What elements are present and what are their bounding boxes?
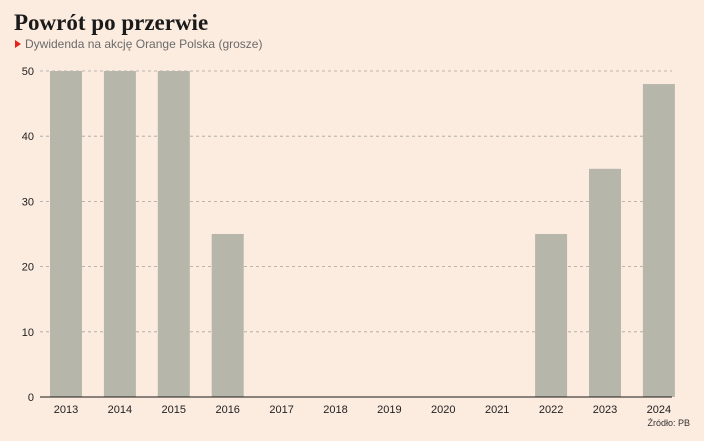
subtitle-row: Dywidenda na akcję Orange Polska (grosze…: [15, 37, 262, 51]
x-tick-label-2021: 2021: [485, 404, 509, 416]
x-tick-label-2019: 2019: [377, 404, 401, 416]
y-tick-label-20: 20: [22, 262, 34, 274]
y-tick-label-40: 40: [22, 131, 34, 143]
x-tick-label-2020: 2020: [431, 404, 455, 416]
chart-subtitle: Dywidenda na akcję Orange Polska (grosze…: [25, 37, 263, 51]
x-tick-label-2014: 2014: [108, 404, 132, 416]
bar-2013: [50, 71, 82, 397]
y-tick-label-10: 10: [22, 327, 34, 339]
y-tick-label-0: 0: [28, 392, 34, 404]
bar-2014: [103, 71, 136, 397]
bar-2024: [642, 84, 675, 397]
bar-2015: [157, 71, 190, 397]
chart-title: Powrót po przerwie: [14, 10, 209, 35]
x-tick-label-2017: 2017: [269, 404, 293, 416]
bar-2022: [535, 234, 568, 397]
y-tick-label-50: 50: [22, 66, 34, 78]
source-note: Źródło: PB: [647, 418, 690, 428]
y-axis-labels: 0 10 20 30 40 50: [22, 66, 34, 404]
x-tick-label-2024: 2024: [647, 404, 671, 416]
x-tick-label-2013: 2013: [54, 404, 78, 416]
x-tick-label-2015: 2015: [162, 404, 186, 416]
x-tick-label-2018: 2018: [323, 404, 347, 416]
x-tick-label-2023: 2023: [593, 404, 617, 416]
bar-2016: [211, 234, 244, 397]
x-tick-label-2016: 2016: [215, 404, 239, 416]
play-triangle-icon: [15, 40, 21, 48]
bar-2023: [589, 168, 621, 397]
bars: [50, 71, 675, 397]
x-axis-labels: 2013 2014 2015 2016 2017 2018 2019 2020 2021 2022…: [54, 404, 671, 416]
x-tick-label-2022: 2022: [539, 404, 563, 416]
y-tick-label-30: 30: [22, 196, 34, 208]
